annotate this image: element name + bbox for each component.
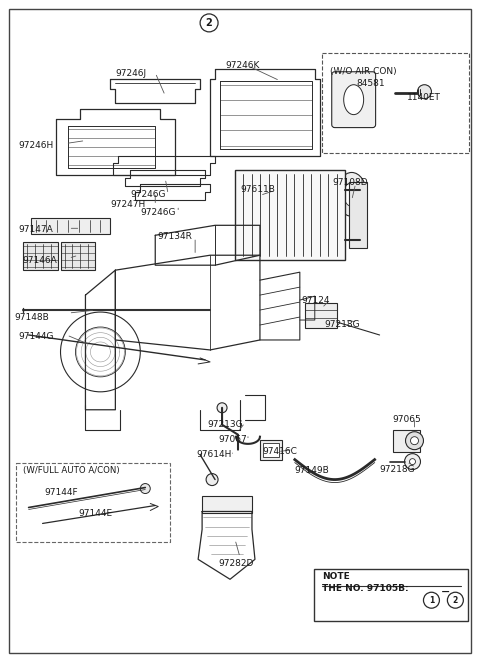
Circle shape [447, 592, 463, 608]
Text: 97067: 97067 [218, 435, 247, 444]
Bar [16, 463, 170, 542]
Text: 97146A: 97146A [23, 256, 58, 265]
Text: 97614H: 97614H [196, 449, 231, 459]
Text: (W/FULL AUTO A/CON): (W/FULL AUTO A/CON) [23, 465, 119, 475]
Circle shape [405, 453, 420, 469]
Text: NOTE: NOTE [322, 572, 349, 581]
Bar [314, 569, 468, 621]
Text: 97124: 97124 [302, 296, 330, 305]
Text: 97149B: 97149B [295, 465, 330, 475]
Bar [260, 440, 282, 459]
Bar [235, 171, 345, 260]
Bar [393, 430, 420, 451]
Text: 97218G: 97218G [325, 320, 360, 329]
Circle shape [206, 473, 218, 485]
Ellipse shape [344, 85, 364, 115]
FancyBboxPatch shape [332, 71, 376, 128]
Text: 1140ET: 1140ET [407, 93, 440, 102]
Text: 97134R: 97134R [157, 232, 192, 241]
Circle shape [409, 459, 416, 465]
Text: 97144E: 97144E [78, 510, 113, 518]
Circle shape [140, 483, 150, 494]
Text: 97218G: 97218G [380, 465, 415, 473]
Ellipse shape [336, 173, 367, 216]
Text: 2: 2 [206, 18, 213, 28]
Text: 97213G: 97213G [207, 420, 243, 429]
Bar [23, 242, 58, 270]
Circle shape [217, 402, 227, 413]
Circle shape [406, 432, 423, 449]
Bar [202, 496, 252, 514]
Ellipse shape [344, 183, 360, 207]
Text: 97247H: 97247H [110, 201, 145, 209]
Text: 97246G: 97246G [140, 209, 176, 217]
Bar [31, 218, 110, 234]
Text: 97108D: 97108D [333, 179, 368, 187]
Text: 97246J: 97246J [115, 69, 146, 77]
Text: 97246K: 97246K [225, 61, 259, 70]
Text: 97144F: 97144F [45, 487, 78, 496]
Circle shape [418, 85, 432, 99]
Text: 97246G: 97246G [130, 191, 166, 199]
Circle shape [410, 437, 419, 445]
Text: (W/O AIR CON): (W/O AIR CON) [330, 67, 396, 75]
Text: 97065: 97065 [393, 415, 421, 424]
Text: 2: 2 [453, 596, 458, 604]
Text: 97611B: 97611B [240, 185, 275, 195]
Circle shape [423, 592, 439, 608]
Text: THE NO. 97105B:: THE NO. 97105B: [322, 585, 411, 593]
Text: 97144G: 97144G [19, 332, 54, 341]
Bar [263, 443, 279, 457]
Text: 97148B: 97148B [15, 313, 49, 322]
Bar [348, 183, 367, 248]
Text: 97246H: 97246H [19, 140, 54, 150]
Text: 97147A: 97147A [19, 225, 53, 234]
Bar [322, 53, 469, 152]
Text: 1: 1 [429, 596, 434, 604]
Text: 84581: 84581 [357, 79, 385, 88]
Bar [60, 242, 96, 270]
Text: 97416C: 97416C [262, 447, 297, 455]
Text: −: − [441, 587, 450, 597]
Circle shape [200, 14, 218, 32]
Bar [305, 303, 336, 328]
Text: 97282D: 97282D [218, 559, 253, 569]
